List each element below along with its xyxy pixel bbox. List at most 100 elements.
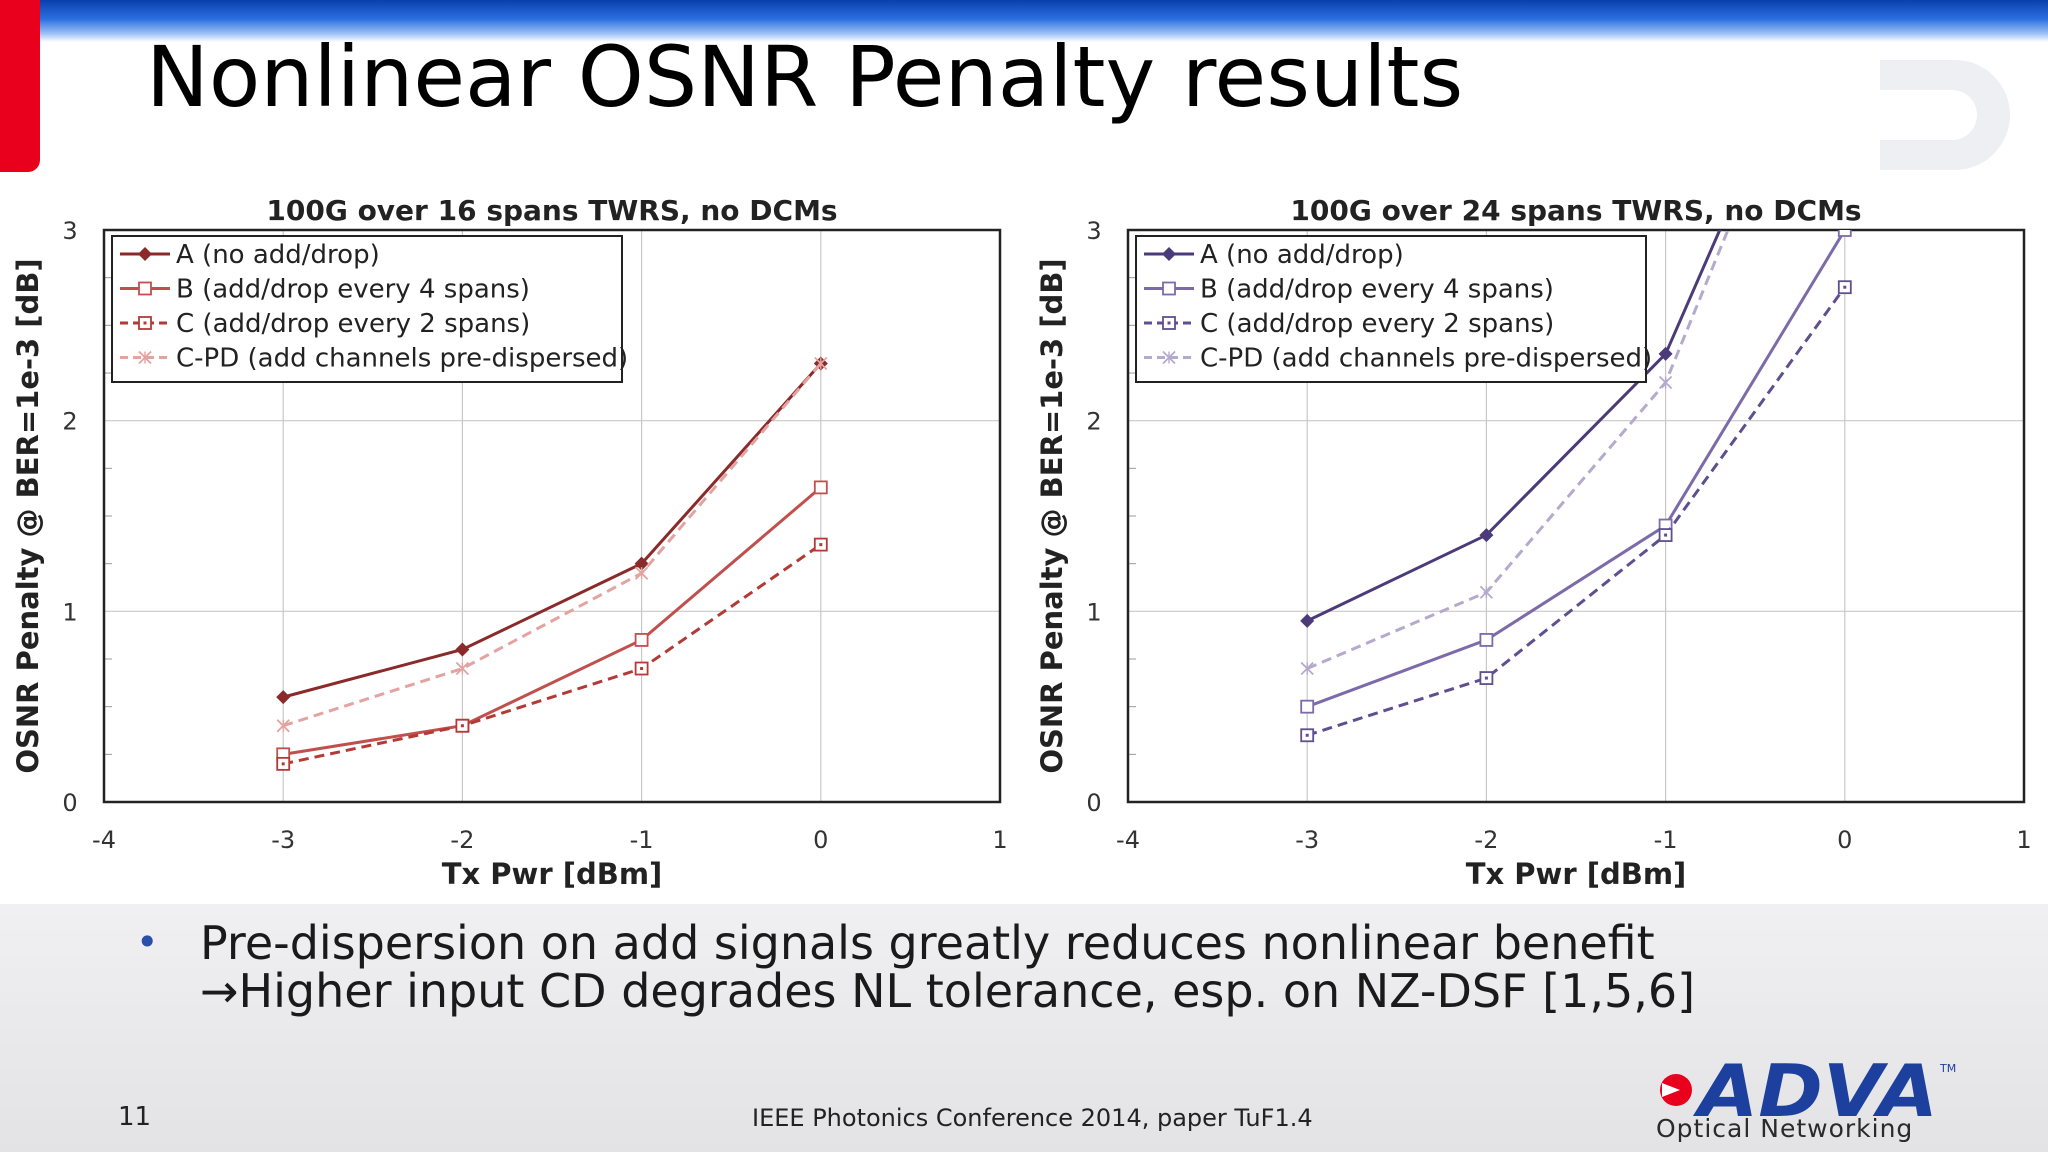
data-point <box>634 566 649 580</box>
data-point <box>634 661 649 676</box>
legend-label: C (add/drop every 2 spans) <box>176 309 530 339</box>
x-tick-label: -2 <box>450 826 474 854</box>
x-tick-label: -4 <box>1116 826 1140 854</box>
legend-label: A (no add/drop) <box>1200 240 1404 270</box>
legend-label: C-PD (add channels pre-dispersed) <box>176 344 628 374</box>
data-point <box>813 537 828 552</box>
data-point <box>634 556 649 571</box>
plot-frame <box>102 228 1002 804</box>
data-point <box>1658 346 1673 361</box>
y-tick-label: 3 <box>62 217 77 245</box>
series-4 <box>1300 230 1730 676</box>
x-tick-label: 0 <box>1837 826 1852 854</box>
chart-title: 100G over 24 spans TWRS, no DCMs <box>1290 194 1861 227</box>
x-axis-label: Tx Pwr [dBm] <box>1466 857 1687 891</box>
y-tick-label: 1 <box>1086 598 1101 626</box>
series-2 <box>1300 230 1852 714</box>
data-point <box>1300 728 1315 743</box>
data-point <box>1479 633 1494 647</box>
data-point <box>1658 375 1673 390</box>
x-tick-label: -1 <box>1654 826 1678 854</box>
legend: A (no add/drop) B (add/drop every 4 spans… <box>111 235 628 383</box>
slide-title: Nonlinear OSNR Penalty results <box>146 28 1464 126</box>
legend-marker <box>1162 281 1176 296</box>
footer-citation: IEEE Photonics Conference 2014, paper Tu… <box>752 1104 1313 1132</box>
adva-logo: ADVA TM <box>1660 1050 1956 1133</box>
series-4 <box>276 356 828 733</box>
legend-marker <box>1162 316 1176 330</box>
series-line <box>282 362 822 699</box>
legend-marker <box>138 316 152 330</box>
legend-box <box>1135 235 1647 383</box>
top-blue-bar <box>0 0 2048 42</box>
x-tick-label: -3 <box>271 826 295 854</box>
adva-logo-arrow-icon <box>1660 1074 1692 1106</box>
y-tick-label: 0 <box>1086 789 1101 817</box>
x-tick-label: -3 <box>1295 826 1319 854</box>
legend-label: B (add/drop every 4 spans) <box>1200 275 1554 305</box>
series-line <box>1306 230 1847 709</box>
legend-marker <box>1162 247 1176 261</box>
chart-16-spans: 100G over 16 spans TWRS, no DCMs 0 1 2 3 -4 -3… <box>11 194 1008 891</box>
data-point <box>814 356 828 371</box>
x-tick-label: 0 <box>813 826 828 854</box>
data-point <box>276 690 291 705</box>
series-1 <box>276 356 828 705</box>
bottom-band <box>0 904 2048 1152</box>
y-tick-label: 3 <box>1086 217 1101 245</box>
x-tick-label: 1 <box>992 826 1007 854</box>
data-point <box>276 756 291 771</box>
legend-marker <box>138 281 152 296</box>
plot-frame <box>1126 228 2026 804</box>
chart-24-spans: 100G over 24 spans TWRS, no DCMs 0 1 2 3 -4 -3… <box>1035 194 2032 891</box>
page-number: 11 <box>118 1102 152 1132</box>
legend-marker <box>138 247 152 261</box>
data-point <box>1837 280 1852 295</box>
x-tick-label: -4 <box>92 826 116 854</box>
data-point <box>276 719 290 733</box>
legend-label: C (add/drop every 2 spans) <box>1200 309 1554 339</box>
y-tick-label: 1 <box>62 598 77 626</box>
series-line <box>282 543 822 766</box>
data-point <box>455 661 470 676</box>
y-tick-label: 0 <box>62 789 77 817</box>
data-point <box>1300 613 1315 628</box>
legend-label: A (no add/drop) <box>176 240 380 270</box>
series-3 <box>276 537 828 771</box>
data-point <box>1658 528 1673 542</box>
legend-marker <box>138 350 152 365</box>
data-point <box>1479 585 1494 599</box>
watermark-logo-icon <box>1880 60 2010 170</box>
adva-logo-tm: TM <box>1939 1062 1956 1075</box>
data-point <box>455 718 470 733</box>
y-axis-label: OSNR Penalty @ BER=1e-3 [dB] <box>11 258 45 773</box>
logo-subtitle: Optical Networking <box>1656 1114 1914 1143</box>
data-point <box>1837 230 1852 237</box>
y-tick-label: 2 <box>62 408 77 436</box>
bullet-line-1: Pre-dispersion on add signals greatly re… <box>200 916 1655 970</box>
legend-marker <box>1162 350 1176 365</box>
data-point <box>1300 699 1315 714</box>
data-point <box>634 633 649 647</box>
series-line <box>1306 230 1730 670</box>
y-axis-label: OSNR Penalty @ BER=1e-3 [dB] <box>1035 258 1069 773</box>
x-tick-label: -1 <box>630 826 654 854</box>
data-point <box>1479 528 1494 543</box>
x-tick-label: 1 <box>2016 826 2031 854</box>
bullet-line-2: →Higher input CD degrades NL tolerance, … <box>200 964 1696 1018</box>
data-point <box>1300 661 1314 676</box>
x-axis-label: Tx Pwr [dBm] <box>442 857 663 891</box>
data-point <box>455 642 470 657</box>
series-line <box>1306 230 1722 623</box>
data-point <box>1479 671 1494 685</box>
series-1 <box>1300 230 1722 628</box>
legend: A (no add/drop) B (add/drop every 4 spans… <box>1135 235 1652 383</box>
chart-title: 100G over 16 spans TWRS, no DCMs <box>266 194 837 227</box>
red-accent-tab <box>0 0 40 172</box>
series-line <box>282 362 822 728</box>
x-tick-label: -2 <box>1474 826 1498 854</box>
legend-box <box>111 235 623 383</box>
plot-area <box>276 356 828 771</box>
y-tick-label: 2 <box>1086 408 1101 436</box>
series-3 <box>1300 280 1852 743</box>
